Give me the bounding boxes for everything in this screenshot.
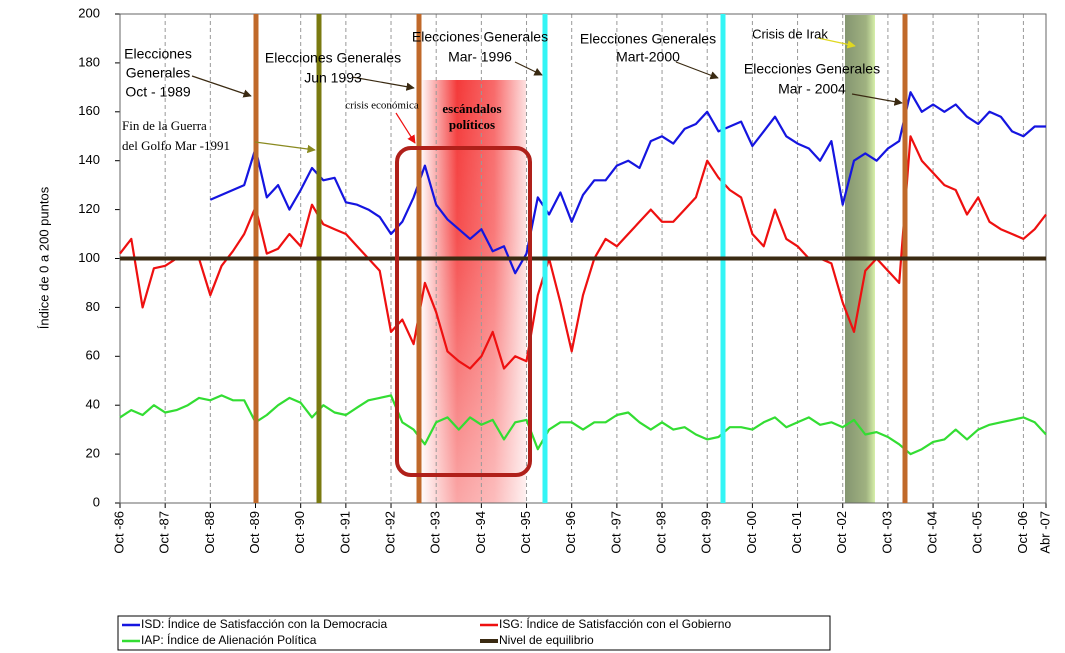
annotation: Elecciones Generales (580, 31, 716, 47)
annotation: Generales (126, 65, 191, 81)
x-tick-label: Oct -89 (247, 511, 262, 554)
annotation: Mar - 2004 (778, 81, 846, 97)
x-tick-label: Oct -92 (382, 511, 397, 554)
y-axis-label: Índice de 0 a 200 puntos (36, 186, 51, 329)
annotation-arrow (254, 141, 316, 154)
annotation-arrow (351, 76, 415, 91)
y-tick-label: 20 (86, 446, 100, 461)
annotation-arrow (817, 37, 856, 49)
legend-label: ISD: Índice de Satisfacción con la Democ… (141, 616, 387, 631)
legend-label: Nivel de equilibrio (499, 633, 594, 647)
legend-label: IAP: Índice de Alienación Política (141, 632, 317, 647)
y-tick-label: 60 (86, 348, 100, 363)
y-tick-label: 160 (78, 103, 100, 118)
x-tick-label: Oct -91 (337, 511, 352, 554)
x-tick-label: Oct -06 (1015, 511, 1030, 554)
legend-box (117, 615, 831, 651)
annotation: políticos (449, 117, 495, 132)
annotation-arrow (675, 61, 719, 80)
annotation: Crisis de Irak (752, 26, 828, 41)
annotation: Elecciones (124, 46, 192, 62)
annotation: crisis económica (345, 100, 419, 112)
x-tick-label: Oct -05 (970, 511, 985, 554)
series-line (119, 135, 1047, 370)
x-tick-label: Oct -04 (925, 511, 940, 554)
annotation: Elecciones Generales (412, 29, 548, 45)
y-tick-label: 140 (78, 152, 100, 167)
annotation-arrow (191, 75, 252, 98)
annotation: Elecciones Generales (744, 61, 880, 77)
annotation: Oct - 1989 (125, 84, 191, 100)
x-tick-label: Oct -95 (518, 511, 533, 554)
x-tick-label: Oct -97 (608, 511, 623, 554)
y-tick-label: 0 (93, 494, 100, 509)
legend-label: ISG: Índice de Satisfacción con el Gobie… (499, 616, 731, 631)
x-tick-label: Oct -87 (157, 511, 172, 554)
crisis-box (395, 146, 532, 477)
y-tick-label: 80 (86, 299, 100, 314)
annotation: Mart-2000 (616, 49, 680, 65)
x-tick-label: Oct -88 (202, 511, 217, 554)
x-tick-label: Oct -98 (653, 511, 668, 554)
y-tick-label: 120 (78, 201, 100, 216)
annotation: Elecciones Generales (265, 50, 401, 66)
annotation-arrow (514, 61, 543, 76)
annotation: Jun 1993 (304, 70, 362, 86)
x-tick-label: Oct -96 (563, 511, 578, 554)
x-tick-label: Oct -94 (473, 511, 488, 554)
series-line (209, 91, 1046, 275)
annotation: del Golfo Mar -1991 (122, 138, 230, 153)
x-tick-label: Oct -01 (789, 511, 804, 554)
x-tick-label: Oct -99 (699, 511, 714, 554)
y-tick-label: 40 (86, 397, 100, 412)
annotation: Mar- 1996 (448, 49, 512, 65)
x-tick-label: Oct -93 (428, 511, 443, 554)
x-tick-label: Oct -03 (879, 511, 894, 554)
series-line (119, 394, 1047, 456)
annotation: Fin de la Guerra (122, 118, 207, 133)
x-tick-label: Oct -90 (292, 511, 307, 554)
x-tick-label: Abr -07 (1037, 511, 1052, 554)
y-tick-label: 200 (78, 5, 100, 20)
annotation-arrow (395, 112, 416, 144)
annotation-arrow (851, 93, 903, 106)
annotation: escándalos (442, 101, 501, 116)
x-tick-label: Oct -86 (111, 511, 126, 554)
x-tick-label: Oct -00 (744, 511, 759, 554)
x-tick-label: Oct -02 (834, 511, 849, 554)
y-tick-label: 100 (78, 250, 100, 265)
y-tick-label: 180 (78, 54, 100, 69)
